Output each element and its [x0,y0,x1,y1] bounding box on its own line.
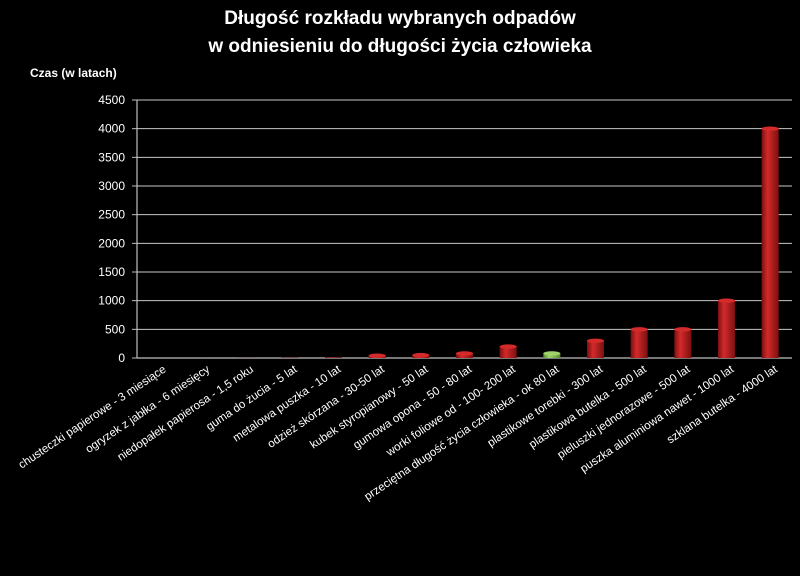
bar-cap [630,327,648,332]
chart-title-line1: Długość rozkładu wybranych odpadów [224,8,576,29]
bar-cap [543,351,561,356]
bar-cap [717,298,736,303]
bar-cap [368,353,386,358]
y-tick-label: 4000 [98,122,125,136]
y-tick-label: 0 [118,351,125,365]
bar-cap [412,352,430,358]
y-tick-labels: 0 500 1000 1500 2000 2500 3000 3500 4000 4500 [98,93,125,365]
y-tick-label: 1000 [98,294,125,308]
bar [586,340,605,358]
bar [499,346,517,358]
bar [674,329,692,358]
y-tick-label: 2500 [98,208,125,222]
bar [717,300,736,358]
y-tick-label: 3000 [98,179,125,193]
bar-cap [455,351,474,356]
bar [761,128,779,358]
x-tick-labels: chusteczki papierowe - 3 miesiąceogryzek… [17,363,781,503]
y-tick-label: 1500 [98,265,125,279]
y-axis-label: Czas (w latach) [30,66,117,80]
y-tick-label: 3500 [98,150,125,164]
bar [455,353,474,358]
y-tick-label: 2000 [98,236,125,250]
bar-cap [761,126,779,131]
y-tick-label: 4500 [98,93,125,107]
bars [150,126,779,358]
gridlines [132,99,792,359]
bar-cap [674,327,692,332]
chart-title-line2: w odniesieniu do długości życia człowiek… [207,36,592,57]
bar-cap [499,344,517,349]
bar [324,357,343,358]
y-tick-label: 500 [105,322,125,336]
bar-cap [586,338,605,343]
bar-highlight [543,353,561,358]
bar [630,329,648,358]
